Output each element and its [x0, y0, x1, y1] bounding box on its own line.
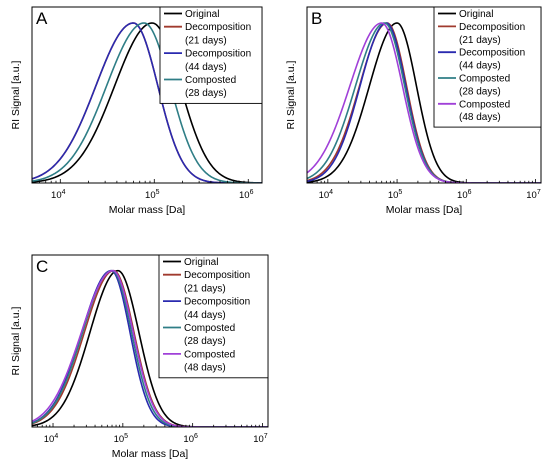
legend-label: Original [459, 9, 493, 20]
x-tick-label: 104 [319, 189, 334, 201]
legend-label: (21 days) [185, 35, 227, 46]
x-axis-label: Molar mass [Da] [112, 448, 189, 460]
x-tick-label: 107 [526, 189, 541, 201]
series-line-comp28 [32, 22, 262, 183]
legend-label: Composted [459, 99, 510, 110]
legend-label: (44 days) [185, 62, 227, 73]
x-axis-label: Molar mass [Da] [109, 204, 186, 216]
legend-label: (28 days) [459, 86, 501, 97]
x-tick-label: 107 [253, 433, 268, 445]
legend-label: Decomposition [184, 297, 250, 308]
legend-item-comp48: Composted (48 days) [438, 99, 510, 123]
series-line-comp28 [307, 22, 541, 183]
legend-label: (44 days) [459, 61, 501, 72]
legend-label: (44 days) [184, 310, 226, 321]
series-line-comp28 [32, 269, 268, 427]
legend-item-original: Original [164, 9, 219, 20]
series-line-comp48 [307, 22, 541, 183]
legend-label: Original [185, 9, 219, 20]
x-tick-label: 105 [145, 189, 160, 201]
series-lines [307, 22, 541, 183]
legend-label: (28 days) [184, 336, 226, 347]
legend-label: Composted [185, 75, 236, 86]
legend-item-decomp21: Decomposition (21 days) [438, 22, 525, 46]
legend-item-comp48: Composted (48 days) [163, 349, 235, 374]
legend-item-decomp21: Decomposition (21 days) [163, 270, 250, 294]
legend-label: Decomposition [459, 48, 525, 59]
y-axis-label: RI Signal [a.u.] [10, 60, 22, 129]
legend-label: Decomposition [185, 49, 251, 60]
series-line-original [32, 269, 268, 427]
y-axis-label: RI Signal [a.u.] [10, 306, 22, 375]
legend-label: (21 days) [184, 283, 226, 294]
legend-label: Decomposition [459, 22, 525, 33]
x-axis-label: Molar mass [Da] [386, 204, 463, 216]
y-axis-label: RI Signal [a.u.] [285, 60, 297, 129]
x-tick-label: 105 [114, 433, 129, 445]
series-line-decomp44 [32, 269, 268, 427]
series-lines [32, 269, 268, 427]
legend-item-original: Original [163, 257, 218, 268]
x-tick-label: 106 [183, 433, 198, 445]
series-line-comp48 [32, 269, 268, 427]
panel-a: 104 105 106 Molar mass [Da] RI Signal [a.u.]… [10, 6, 263, 216]
legend-label: Composted [184, 349, 235, 360]
legend-box [159, 6, 263, 104]
panel-c: 104 105 106 107 Molar mass [Da] RI Signal [a.… [10, 254, 269, 460]
series-line-original [307, 22, 541, 183]
legend-label: (48 days) [184, 363, 226, 374]
legend-label: (48 days) [459, 112, 501, 123]
x-tick-label: 104 [51, 189, 66, 201]
legend-item-decomp44: Decomposition (44 days) [438, 48, 525, 72]
legend-label: Decomposition [185, 22, 251, 33]
x-tick-label: 105 [388, 189, 403, 201]
x-tick-label: 104 [44, 433, 59, 445]
legend-item-comp28: Composted (28 days) [164, 75, 236, 99]
legend-label: Composted [459, 74, 510, 85]
panel-letter: B [311, 9, 322, 28]
legend-item-comp28: Composted (28 days) [163, 323, 235, 347]
panel-b: 104 105 106 107 Molar mass [Da] RI Signal [a.… [285, 6, 542, 216]
legend-item-comp28: Composted(28 days) [438, 74, 510, 97]
legend-label: Original [184, 257, 218, 268]
panel-letter: A [36, 9, 48, 28]
legend-label: (21 days) [459, 35, 501, 46]
legend-item-decomp44: Decomposition (44 days) [163, 297, 250, 321]
panel-letter: C [36, 257, 48, 276]
legend-item-original: Original [438, 9, 493, 20]
legend-item-decomp44: Decomposition (44 days) [164, 49, 251, 73]
legend-item-decomp21: Decomposition (21 days) [164, 22, 251, 46]
legend-label: Decomposition [184, 270, 250, 281]
x-tick-label: 106 [457, 189, 472, 201]
legend-label: (28 days) [185, 88, 227, 99]
x-tick-label: 106 [239, 189, 254, 201]
legend-label: Composted [184, 323, 235, 334]
